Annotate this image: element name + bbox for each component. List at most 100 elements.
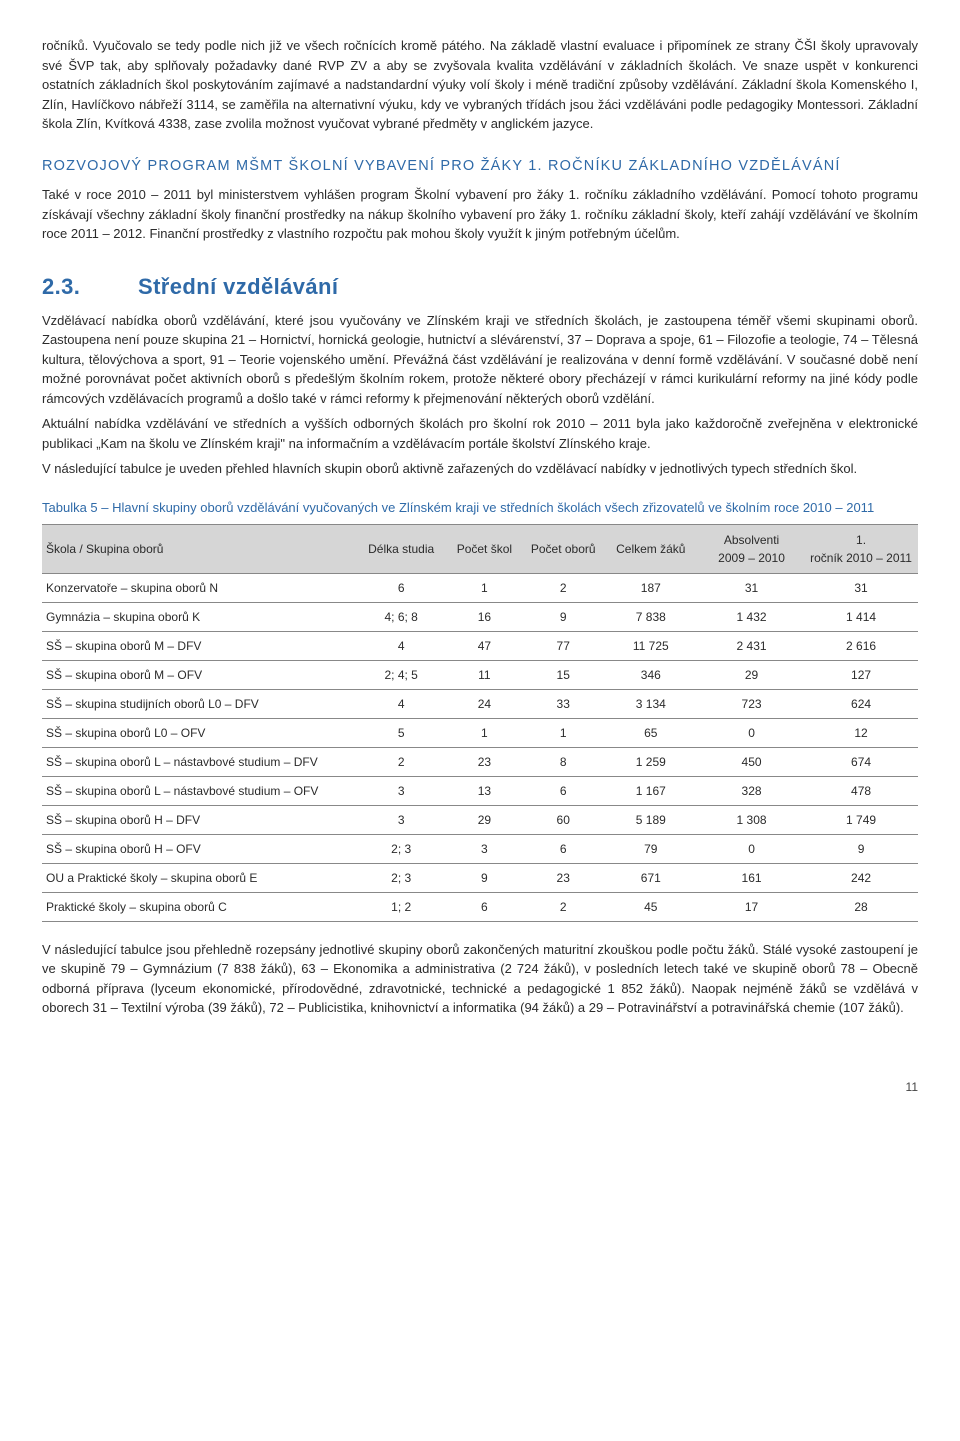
table-header-cell: Absolventi2009 – 2010 xyxy=(699,524,804,573)
table-row: Gymnázia – skupina oborů K4; 6; 81697 83… xyxy=(42,602,918,631)
table-cell: 9 xyxy=(804,834,918,863)
table-cell: 3 xyxy=(357,776,445,805)
table-cell: 478 xyxy=(804,776,918,805)
table-header-cell: Škola / Skupina oborů xyxy=(42,524,357,573)
table-cell: 2 xyxy=(357,747,445,776)
table-cell: 9 xyxy=(445,863,524,892)
table-cell: 328 xyxy=(699,776,804,805)
table-cell: 60 xyxy=(524,805,603,834)
table-cell: 242 xyxy=(804,863,918,892)
table-row: SŠ – skupina studijních oborů L0 – DFV42… xyxy=(42,689,918,718)
paragraph-rozvojovy: Také v roce 2010 – 2011 byl ministerstve… xyxy=(42,185,918,244)
paragraph-stredni-1: Vzdělávací nabídka oborů vzdělávání, kte… xyxy=(42,311,918,409)
table-body: Konzervatoře – skupina oborů N6121873131… xyxy=(42,573,918,921)
page-number: 11 xyxy=(42,1078,918,1096)
table-cell: 5 189 xyxy=(603,805,699,834)
table-cell: 15 xyxy=(524,660,603,689)
table-cell: 4; 6; 8 xyxy=(357,602,445,631)
table-cell: 624 xyxy=(804,689,918,718)
table-cell: 1 259 xyxy=(603,747,699,776)
table-cell: 47 xyxy=(445,631,524,660)
table-cell: 2 616 xyxy=(804,631,918,660)
table-cell: 31 xyxy=(804,573,918,602)
table-cell: 1 167 xyxy=(603,776,699,805)
table-cell: 11 725 xyxy=(603,631,699,660)
table-cell: Konzervatoře – skupina oborů N xyxy=(42,573,357,602)
table-cell: 45 xyxy=(603,892,699,921)
table-cell: SŠ – skupina oborů L0 – OFV xyxy=(42,718,357,747)
table-cell: 28 xyxy=(804,892,918,921)
table-cell: 31 xyxy=(699,573,804,602)
subsection-heading-rozvojovy: ROZVOJOVÝ PROGRAM MŠMT ŠKOLNÍ VYBAVENÍ P… xyxy=(42,156,918,178)
table-cell: 6 xyxy=(524,776,603,805)
table-cell: 723 xyxy=(699,689,804,718)
table-cell: 1 xyxy=(445,573,524,602)
table-cell: 17 xyxy=(699,892,804,921)
table-cell: 6 xyxy=(524,834,603,863)
table-header-cell: Počet oborů xyxy=(524,524,603,573)
table-cell: 6 xyxy=(357,573,445,602)
table-cell: SŠ – skupina oborů M – DFV xyxy=(42,631,357,660)
table-cell: 0 xyxy=(699,718,804,747)
table-cell: 1 308 xyxy=(699,805,804,834)
table-header-cell: Počet škol xyxy=(445,524,524,573)
table-cell: 24 xyxy=(445,689,524,718)
paragraph-intro: ročníků. Vyučovalo se tedy podle nich ji… xyxy=(42,36,918,134)
table-cell: 1; 2 xyxy=(357,892,445,921)
table-header-row: Škola / Skupina oborůDélka studiaPočet š… xyxy=(42,524,918,573)
table-cell: 4 xyxy=(357,689,445,718)
table-cell: 450 xyxy=(699,747,804,776)
table-cell: 1 432 xyxy=(699,602,804,631)
table-row: Praktické školy – skupina oborů C1; 2624… xyxy=(42,892,918,921)
section-heading-stredni: 2.3.Střední vzdělávání xyxy=(42,270,918,303)
table-cell: 1 xyxy=(445,718,524,747)
table-cell: 671 xyxy=(603,863,699,892)
table-cell: 65 xyxy=(603,718,699,747)
table-cell: 6 xyxy=(445,892,524,921)
table-cell: 1 414 xyxy=(804,602,918,631)
table-cell: 161 xyxy=(699,863,804,892)
paragraph-stredni-2: Aktuální nabídka vzdělávání ve středních… xyxy=(42,414,918,453)
table-cell: SŠ – skupina oborů L – nástavbové studiu… xyxy=(42,776,357,805)
table-header-cell: Délka studia xyxy=(357,524,445,573)
table-cell: 1 xyxy=(524,718,603,747)
table-cell: SŠ – skupina studijních oborů L0 – DFV xyxy=(42,689,357,718)
table-cell: Gymnázia – skupina oborů K xyxy=(42,602,357,631)
table-cell: 9 xyxy=(524,602,603,631)
table-cell: 1 749 xyxy=(804,805,918,834)
paragraph-after-table: V následující tabulce jsou přehledně roz… xyxy=(42,940,918,1018)
table-row: SŠ – skupina oborů L0 – OFV51165012 xyxy=(42,718,918,747)
table-cell: 3 xyxy=(445,834,524,863)
table-cell: 346 xyxy=(603,660,699,689)
table-header-cell: Celkem žáků xyxy=(603,524,699,573)
table-cell: OU a Praktické školy – skupina oborů E xyxy=(42,863,357,892)
table-cell: 7 838 xyxy=(603,602,699,631)
table-cell: 0 xyxy=(699,834,804,863)
table-cell: 3 xyxy=(357,805,445,834)
table-row: SŠ – skupina oborů L – nástavbové studiu… xyxy=(42,776,918,805)
table-cell: SŠ – skupina oborů L – nástavbové studiu… xyxy=(42,747,357,776)
table-row: SŠ – skupina oborů L – nástavbové studiu… xyxy=(42,747,918,776)
table-cell: 33 xyxy=(524,689,603,718)
table-row: SŠ – skupina oborů H – DFV329605 1891 30… xyxy=(42,805,918,834)
table-row: Konzervatoře – skupina oborů N6121873131 xyxy=(42,573,918,602)
table-cell: 187 xyxy=(603,573,699,602)
table-cell: 8 xyxy=(524,747,603,776)
table-caption: Tabulka 5 – Hlavní skupiny oborů vzděláv… xyxy=(42,499,918,518)
table-cell: 23 xyxy=(445,747,524,776)
table-cell: 3 134 xyxy=(603,689,699,718)
table-skupiny-oboru: Škola / Skupina oborůDélka studiaPočet š… xyxy=(42,524,918,922)
table-cell: SŠ – skupina oborů H – DFV xyxy=(42,805,357,834)
table-cell: SŠ – skupina oborů M – OFV xyxy=(42,660,357,689)
table-row: SŠ – skupina oborů H – OFV2; 3367909 xyxy=(42,834,918,863)
section-number: 2.3. xyxy=(42,270,138,303)
section-title-text: Střední vzdělávání xyxy=(138,274,338,299)
table-header-cell: 1.ročník 2010 – 2011 xyxy=(804,524,918,573)
table-cell: 16 xyxy=(445,602,524,631)
table-cell: 79 xyxy=(603,834,699,863)
table-cell: 13 xyxy=(445,776,524,805)
table-cell: 2 431 xyxy=(699,631,804,660)
table-cell: 2; 3 xyxy=(357,834,445,863)
table-cell: 5 xyxy=(357,718,445,747)
table-cell: 4 xyxy=(357,631,445,660)
